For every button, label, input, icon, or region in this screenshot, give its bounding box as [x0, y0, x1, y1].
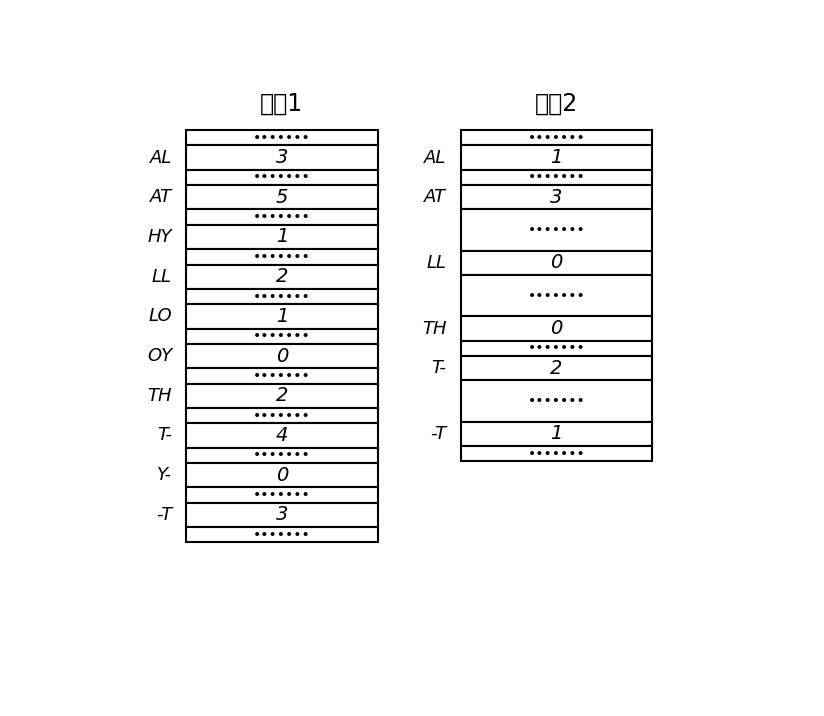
Bar [186, 209, 377, 225]
Text: 字兗1: 字兗1 [260, 92, 303, 116]
Text: •••••••: ••••••• [527, 170, 585, 185]
Bar [186, 503, 377, 527]
Bar [186, 344, 377, 368]
Bar [461, 356, 653, 380]
Text: •••••••: ••••••• [253, 170, 311, 185]
Bar [186, 185, 377, 209]
Bar [186, 384, 377, 408]
Bar [186, 423, 377, 448]
Bar [461, 380, 653, 422]
Text: •••••••: ••••••• [253, 131, 311, 145]
Bar [186, 170, 377, 185]
Text: 2: 2 [275, 386, 288, 405]
Bar [186, 289, 377, 304]
Text: AL: AL [150, 149, 172, 167]
Text: AT: AT [424, 188, 447, 206]
Text: 2: 2 [550, 359, 563, 378]
Text: TH: TH [147, 387, 172, 405]
Text: •••••••: ••••••• [253, 289, 311, 304]
Text: •••••••: ••••••• [253, 210, 311, 224]
Bar [186, 304, 377, 329]
Text: •••••••: ••••••• [527, 131, 585, 145]
Bar [461, 209, 653, 251]
Bar [461, 446, 653, 461]
Text: 0: 0 [550, 319, 563, 338]
Bar [186, 264, 377, 289]
Bar [461, 170, 653, 185]
Text: •••••••: ••••••• [253, 409, 311, 422]
Text: TH: TH [422, 319, 447, 337]
Text: 字兗2: 字兗2 [535, 92, 578, 116]
Text: 3: 3 [275, 505, 288, 524]
Text: OY: OY [147, 347, 172, 365]
Text: 4: 4 [275, 426, 288, 445]
Text: •••••••: ••••••• [527, 342, 585, 355]
Bar [186, 527, 377, 543]
Bar [186, 130, 377, 145]
Text: 0: 0 [550, 253, 563, 272]
Text: •••••••: ••••••• [253, 488, 311, 502]
Text: LL: LL [152, 268, 172, 286]
Text: 3: 3 [275, 148, 288, 167]
Bar [461, 316, 653, 341]
Text: -T: -T [156, 505, 172, 524]
Bar [461, 130, 653, 145]
Text: •••••••: ••••••• [527, 447, 585, 460]
Text: •••••••: ••••••• [527, 289, 585, 303]
Text: •••••••: ••••••• [253, 448, 311, 463]
Text: 1: 1 [275, 307, 288, 326]
Text: T-: T- [157, 427, 172, 445]
Bar [461, 422, 653, 446]
Bar [186, 329, 377, 344]
Bar [461, 275, 653, 316]
Text: 0: 0 [275, 465, 288, 485]
Text: LL: LL [427, 254, 447, 272]
Text: •••••••: ••••••• [253, 528, 311, 542]
Text: 1: 1 [550, 148, 563, 167]
Text: AT: AT [150, 188, 172, 206]
Text: •••••••: ••••••• [527, 394, 585, 408]
Bar [461, 185, 653, 209]
Bar [461, 145, 653, 170]
Text: 5: 5 [275, 188, 288, 207]
Text: LO: LO [148, 307, 172, 325]
Text: 1: 1 [550, 425, 563, 443]
Text: AL: AL [424, 149, 447, 167]
Bar [186, 463, 377, 488]
Bar [186, 368, 377, 384]
Text: •••••••: ••••••• [253, 369, 311, 383]
Bar [186, 488, 377, 503]
Bar [186, 408, 377, 423]
Text: •••••••: ••••••• [253, 250, 311, 263]
Text: •••••••: ••••••• [527, 223, 585, 237]
Text: Y-: Y- [157, 466, 172, 484]
Text: -T: -T [430, 425, 447, 442]
Text: 1: 1 [275, 228, 288, 246]
Bar [461, 341, 653, 356]
Text: 2: 2 [275, 267, 288, 286]
Bar [461, 251, 653, 275]
Text: 0: 0 [275, 347, 288, 366]
Bar [186, 225, 377, 249]
Bar [186, 249, 377, 264]
Text: 3: 3 [550, 188, 563, 207]
Text: •••••••: ••••••• [253, 329, 311, 343]
Bar [186, 145, 377, 170]
Bar [186, 448, 377, 463]
Text: T-: T- [432, 359, 447, 377]
Text: HY: HY [147, 228, 172, 246]
